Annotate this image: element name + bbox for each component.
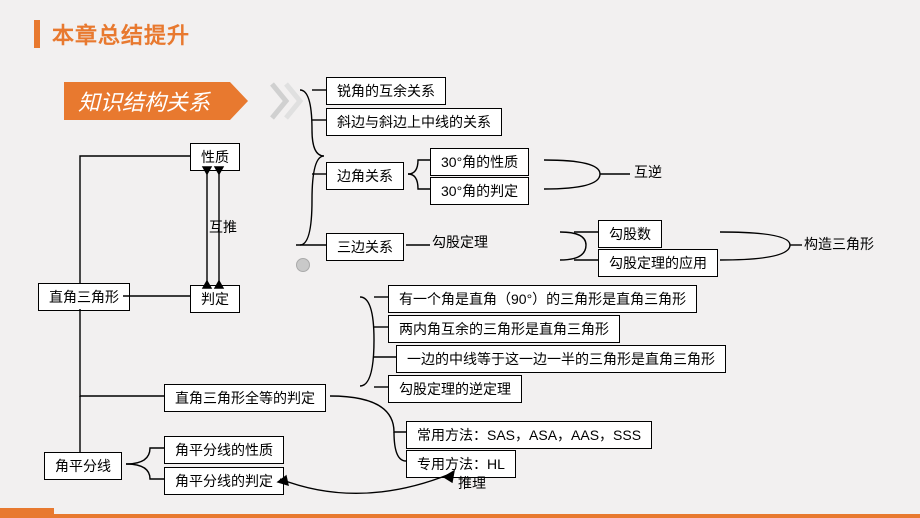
label-huni: 互逆	[634, 162, 662, 182]
node-bis2: 角平分线的判定	[164, 467, 284, 495]
footer-accent-line	[54, 514, 920, 518]
node-ggs: 勾股数	[598, 220, 662, 248]
node-bianjiao: 边角关系	[326, 162, 404, 190]
node-hyp-median: 斜边与斜边上中线的关系	[326, 108, 502, 136]
chapter-title: 本章总结提升	[34, 18, 190, 50]
node-sanbian: 三边关系	[326, 233, 404, 261]
title-accent-bar	[34, 20, 40, 48]
node-crit4: 勾股定理的逆定理	[388, 375, 522, 403]
node-method1: 常用方法：SAS，ASA，AAS，SSS	[406, 421, 652, 449]
knowledge-ribbon: 知识结构关系	[64, 82, 230, 120]
label-hutui: 互推	[209, 217, 237, 237]
node-30deg-a: 30°角的性质	[430, 148, 529, 176]
node-panding: 判定	[190, 285, 240, 313]
node-bis1: 角平分线的性质	[164, 436, 284, 464]
node-congruence: 直角三角形全等的判定	[164, 384, 326, 412]
label-gouzao: 构造三角形	[804, 234, 874, 254]
page-indicator-dot	[296, 258, 310, 272]
ribbon-chevron-icon	[270, 82, 312, 120]
ribbon-label: 知识结构关系	[78, 85, 210, 117]
node-crit3: 一边的中线等于这一边一半的三角形是直角三角形	[396, 345, 726, 373]
node-crit1: 有一个角是直角（90°）的三角形是直角三角形	[388, 285, 697, 313]
label-gougu: 勾股定理	[432, 232, 488, 252]
node-gg-apply: 勾股定理的应用	[598, 249, 718, 277]
node-bisector: 角平分线	[44, 452, 122, 480]
node-30deg-b: 30°角的判定	[430, 177, 529, 205]
node-crit2: 两内角互余的三角形是直角三角形	[388, 315, 620, 343]
footer-accent-left	[0, 508, 54, 518]
node-xingzhi: 性质	[190, 143, 240, 171]
node-root: 直角三角形	[38, 283, 130, 311]
node-acute: 锐角的互余关系	[326, 77, 446, 105]
title-text: 本章总结提升	[52, 18, 190, 50]
label-tuili: 推理	[458, 473, 486, 493]
